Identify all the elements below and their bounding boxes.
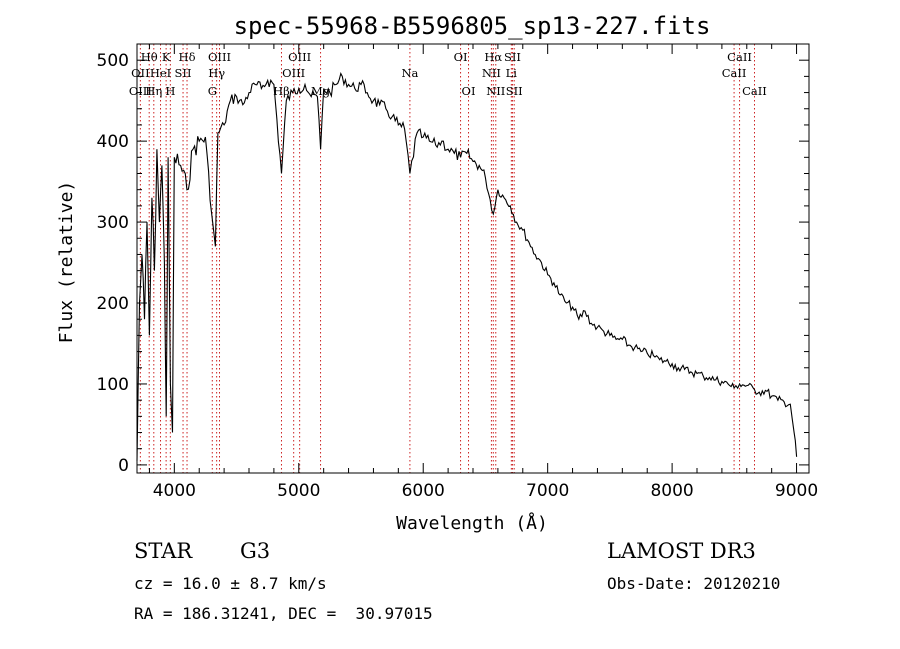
x-axis-label: Wavelength (Å) bbox=[396, 512, 548, 534]
plot-frame bbox=[136, 43, 810, 474]
spectral-line-label: NII bbox=[482, 66, 501, 80]
spectral-line-label: SII bbox=[175, 66, 192, 80]
spectral-line-label: K bbox=[162, 50, 171, 64]
spectral-line-label: Hγ bbox=[208, 66, 225, 80]
spectral-line-label: OIII bbox=[208, 50, 231, 64]
spectral-line-markers bbox=[139, 44, 755, 473]
x-tick-label: 8000 bbox=[650, 481, 693, 501]
spectrum-trace-group bbox=[136, 71, 798, 461]
y-tick-label: 300 bbox=[97, 213, 129, 233]
spectral-line-label: Hα bbox=[484, 50, 502, 64]
y-tick-label: 100 bbox=[97, 375, 129, 395]
object-class: STAR bbox=[134, 539, 193, 563]
spectral-line-label: CaII bbox=[722, 66, 747, 80]
spectral-line-label: OII bbox=[131, 66, 150, 80]
y-axis-ticks: 0 100 200 300 400 500 bbox=[97, 51, 809, 476]
object-subclass: G3 bbox=[240, 539, 271, 563]
redshift-readout: cz = 16.0 ± 8.7 km/s bbox=[134, 574, 327, 593]
spectral-line-label: Hδ bbox=[179, 50, 196, 64]
spectral-line-label: H bbox=[165, 84, 175, 98]
spectral-line-label: Li bbox=[506, 66, 518, 80]
x-tick-label: 4000 bbox=[153, 481, 196, 501]
spectral-line-label: NII bbox=[486, 84, 505, 98]
spectrum-line bbox=[136, 71, 798, 461]
spectral-line-label: Hθ bbox=[141, 50, 158, 64]
spectral-line-label: OI bbox=[462, 84, 476, 98]
y-tick-label: 500 bbox=[97, 51, 129, 71]
spectral-line-label: OIII bbox=[129, 84, 152, 98]
spectral-line-label: CaII bbox=[742, 84, 767, 98]
chart-title: spec-55968-B5596805_sp13-227.fits bbox=[234, 12, 711, 40]
y-tick-label: 400 bbox=[97, 132, 129, 152]
spectral-line-label: SII bbox=[506, 84, 523, 98]
x-tick-label: 5000 bbox=[277, 481, 320, 501]
spectral-line-label: HeI bbox=[150, 66, 171, 80]
coordinates: RA = 186.31241, DEC = 30.97015 bbox=[134, 604, 433, 623]
spectral-line-label: Na bbox=[401, 66, 418, 80]
spectral-line-label: G bbox=[208, 84, 217, 98]
spectral-line-label: CaII bbox=[727, 50, 752, 64]
obs-date: Obs-Date: 20120210 bbox=[607, 574, 781, 593]
y-tick-label: 200 bbox=[97, 294, 129, 314]
x-axis-ticks: 4000 5000 6000 7000 8000 9000 bbox=[148, 44, 818, 501]
x-tick-label: 9000 bbox=[775, 481, 818, 501]
spectral-line-label: OI bbox=[454, 50, 468, 64]
y-axis-label: Flux (relative) bbox=[56, 181, 77, 344]
spectral-line-label: Hβ bbox=[273, 84, 290, 98]
x-tick-label: 7000 bbox=[526, 481, 569, 501]
spectral-line-label: OIII bbox=[282, 66, 305, 80]
spectral-line-label: OIII bbox=[288, 50, 311, 64]
y-tick-label: 0 bbox=[118, 456, 129, 476]
spectral-line-label: Hη bbox=[145, 84, 162, 98]
x-tick-label: 6000 bbox=[402, 481, 445, 501]
survey-name: LAMOST DR3 bbox=[607, 539, 756, 563]
spectral-line-label: SII bbox=[504, 50, 521, 64]
